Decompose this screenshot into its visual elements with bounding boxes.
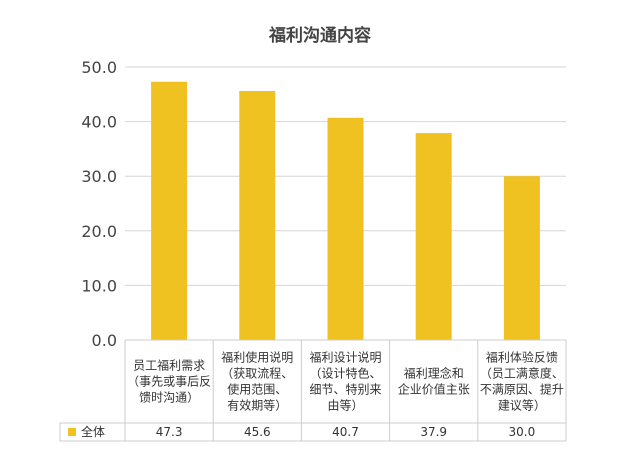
y-tick-label: 10.0 xyxy=(81,276,117,295)
value-label: 45.6 xyxy=(244,425,271,439)
value-label: 30.0 xyxy=(509,425,536,439)
bar xyxy=(415,133,452,340)
y-tick-label: 30.0 xyxy=(81,167,117,186)
y-tick-label: 50.0 xyxy=(81,58,117,77)
category-label: （事先或事后反 xyxy=(127,375,211,389)
bar xyxy=(327,117,364,340)
category-label: （员工满意度、 xyxy=(480,366,564,381)
category-label: （获取流程、 xyxy=(221,366,293,381)
category-label: 企业价值主张 xyxy=(398,382,470,397)
value-label: 47.3 xyxy=(156,425,183,439)
legend-swatch xyxy=(68,428,76,436)
category-label: 福利理念和 xyxy=(404,366,464,381)
value-label: 40.7 xyxy=(332,425,359,439)
category-label: 有效期等） xyxy=(227,398,287,413)
bar xyxy=(151,81,188,340)
category-label: 福利设计说明 xyxy=(309,350,381,365)
category-label: 员工福利需求 xyxy=(133,358,205,373)
category-label: 福利使用说明 xyxy=(221,350,293,365)
category-label: 馈时沟通） xyxy=(139,391,199,405)
bars xyxy=(151,81,540,340)
bar xyxy=(503,176,540,340)
y-tick-label: 40.0 xyxy=(81,113,117,132)
category-label: 建议等） xyxy=(498,399,546,413)
bar xyxy=(239,91,276,340)
category-label: 由等） xyxy=(327,399,363,413)
y-tick-label: 0.0 xyxy=(92,331,117,350)
y-tick-label: 20.0 xyxy=(81,222,117,241)
category-label: （设计特色、 xyxy=(309,366,381,381)
value-label: 37.9 xyxy=(420,425,447,439)
legend-label: 全体 xyxy=(81,424,105,439)
category-label: 不满原因、提升 xyxy=(480,382,564,397)
category-label: 福利体验反馈 xyxy=(486,350,558,365)
chart-title: 福利沟通内容 xyxy=(268,25,371,46)
category-label: 细节、特别来 xyxy=(309,382,381,397)
y-axis: 0.0 10.0 20.0 30.0 40.0 50.0 xyxy=(81,58,117,350)
category-label: 使用范围、 xyxy=(227,382,287,397)
